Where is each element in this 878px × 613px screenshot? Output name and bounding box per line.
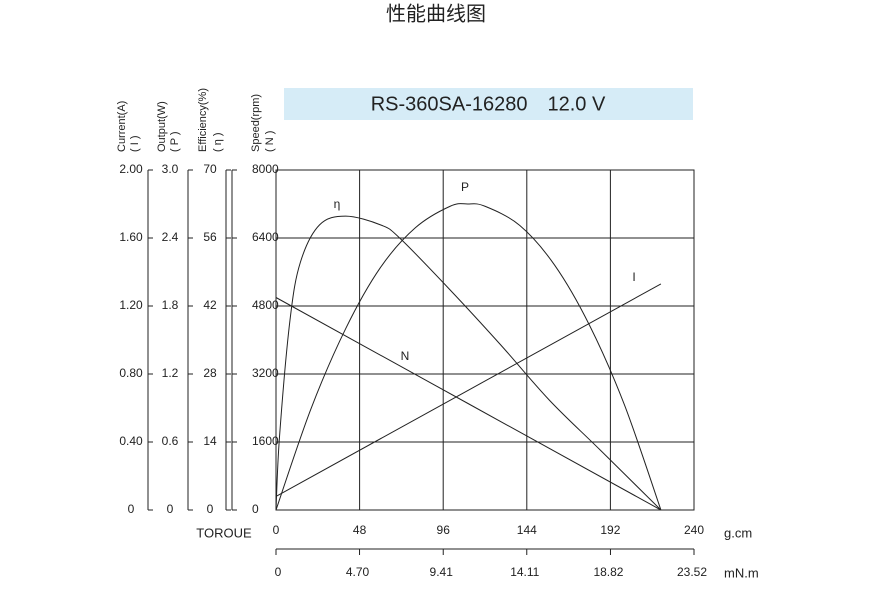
y-tick-label: 6400 (252, 230, 279, 244)
y-tick-label: 1.2 (162, 366, 179, 380)
x-tick-label: 144 (517, 523, 537, 537)
y-tick-label: 0.80 (119, 366, 143, 380)
x-tick-label: 192 (600, 523, 620, 537)
curve-label: η (334, 197, 341, 211)
x-tick-label: 240 (684, 523, 704, 537)
x2-unit: mN.m (724, 565, 759, 580)
y-axis-sublabel: ( P ) (169, 131, 181, 152)
y-tick-label: 3.0 (162, 162, 179, 176)
x-axis-label: TOROUE (196, 525, 252, 540)
x2-tick-label: 18.82 (593, 565, 623, 579)
y-tick-label: 0 (167, 502, 174, 516)
y-tick-label: 3200 (252, 366, 279, 380)
y-tick-label: 4800 (252, 298, 279, 312)
curve-label: N (401, 349, 410, 363)
curve (275, 297, 662, 511)
y-tick-label: 2.00 (119, 162, 143, 176)
curve-label: I (632, 270, 635, 284)
y-axis-label: Efficiency(%) (197, 88, 209, 152)
curve (275, 215, 662, 511)
curve-label: P (461, 180, 469, 194)
y-tick-label: 14 (203, 434, 217, 448)
x2-tick-label: 23.52 (677, 565, 707, 579)
y-tick-label: 1.8 (162, 298, 179, 312)
x-unit: g.cm (724, 525, 752, 540)
y-tick-label: 2.4 (162, 230, 179, 244)
y-tick-label: 8000 (252, 162, 279, 176)
y-tick-label: 28 (203, 366, 217, 380)
y-tick-label: 1.20 (119, 298, 143, 312)
y-tick-label: 56 (203, 230, 217, 244)
x-tick-label: 0 (273, 523, 280, 537)
y-axis-label: Output(W) (156, 101, 168, 152)
y-tick-label: 0 (252, 502, 259, 516)
y-tick-label: 1.60 (119, 230, 143, 244)
x2-tick-label: 14.11 (510, 565, 539, 579)
y-tick-label: 0 (207, 502, 214, 516)
x-tick-label: 96 (437, 523, 451, 537)
plot-frame (275, 169, 695, 511)
curve (275, 203, 662, 511)
x2-tick-label: 9.41 (430, 565, 454, 579)
y-tick-label: 42 (203, 298, 217, 312)
y-axis-label: Current(A) (116, 101, 128, 152)
y-axis-sublabel: ( N ) (264, 131, 276, 152)
subtitle-box (284, 88, 693, 120)
x-tick-label: 48 (353, 523, 367, 537)
y-axis-sublabel: ( I ) (129, 136, 141, 153)
y-axis-sublabel: ( η ) (212, 132, 224, 152)
y-tick-label: 70 (203, 162, 217, 176)
subtitle: RS-360SA-16280 12.0 V (371, 93, 606, 115)
page-title: 性能曲线图 (386, 2, 486, 25)
y-tick-label: 0.6 (162, 434, 179, 448)
x2-tick-label: 4.70 (346, 565, 370, 579)
curve (275, 283, 662, 497)
y-tick-label: 1600 (252, 434, 279, 448)
x2-tick-label: 0 (275, 565, 282, 579)
y-axis-label: Speed(rpm) (250, 94, 262, 152)
y-tick-label: 0.40 (119, 434, 143, 448)
y-tick-label: 0 (128, 502, 135, 516)
